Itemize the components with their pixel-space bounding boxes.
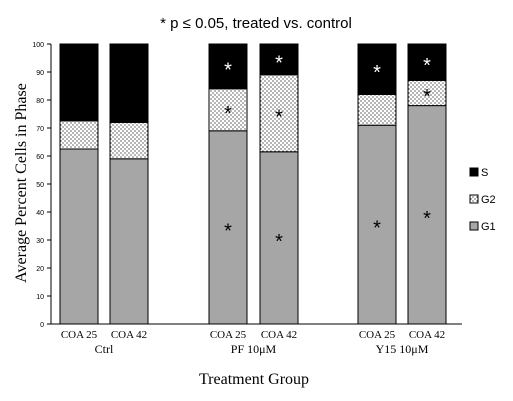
significance-marker: * <box>373 62 381 84</box>
x-category-label: COA 42 <box>409 329 445 341</box>
y-tick-label: 90 <box>36 70 44 77</box>
significance-marker: * <box>224 220 232 242</box>
y-tick-label: 30 <box>36 238 44 245</box>
x-axis: COA 25 COA 42 COA 25 COA 42 COA 25 COA 42Ctrl… <box>51 323 462 356</box>
x-category-label: COA 25 <box>210 329 247 341</box>
significance-marker: * <box>423 208 431 230</box>
bar-segment-g1 <box>357 124 397 325</box>
significance-marker: * <box>224 59 232 81</box>
bar-segment-g2 <box>357 93 397 126</box>
bar-segment-g2 <box>259 74 299 153</box>
bar-segment-g1 <box>208 130 248 325</box>
x-group-label: Y15 10μM <box>376 342 429 356</box>
bar-segment-g1 <box>109 158 149 325</box>
y-tick-label: 100 <box>32 42 44 49</box>
bar-segment-g2 <box>407 79 447 107</box>
x-group-label: Ctrl <box>95 342 114 356</box>
chart-title: * p ≤ 0.05, treated vs. control <box>160 15 352 32</box>
legend-label-s: S <box>481 167 488 179</box>
significance-marker: * <box>275 52 283 74</box>
y-tick-label: 80 <box>36 98 44 105</box>
significance-marker: * <box>275 231 283 253</box>
y-tick-label: 0 <box>40 322 44 329</box>
y-axis-label: Average Percent Cells in Phase <box>13 83 30 283</box>
legend-swatch-g2 <box>469 194 479 204</box>
significance-marker: * <box>224 103 232 125</box>
bar-segment-s <box>259 43 299 76</box>
bar-segment-g2 <box>59 120 99 150</box>
bars-layer: * * * * * * * * * * * <box>59 43 447 325</box>
bar-segment-g2 <box>109 121 149 160</box>
legend-label-g1: G1 <box>481 221 496 233</box>
significance-marker: * <box>373 218 381 240</box>
y-tick-label: 40 <box>36 210 44 217</box>
x-category-label: COA 25 <box>359 329 396 341</box>
y-tick-label: 20 <box>36 266 44 273</box>
bar-segment-s <box>357 43 397 95</box>
y-tick-label: 50 <box>36 182 44 189</box>
bar-segment-g1 <box>59 148 99 325</box>
y-axis: 0 10 20 30 40 50 60 70 80 90 100 <box>32 42 52 329</box>
legend-swatch-g1 <box>469 221 479 231</box>
y-tick-label: 10 <box>36 294 44 301</box>
significance-marker: * <box>423 86 431 108</box>
x-category-label: COA 42 <box>261 329 297 341</box>
significance-marker: * <box>423 55 431 77</box>
bar-segment-s <box>59 43 99 122</box>
x-category-label: COA 42 <box>111 329 147 341</box>
x-group-label: PF 10μM <box>231 342 277 356</box>
bar-segment-s <box>407 43 447 81</box>
x-axis-label: Treatment Group <box>199 371 309 388</box>
significance-marker: * <box>275 106 283 128</box>
y-tick-label: 60 <box>36 154 44 161</box>
x-category-label: COA 25 <box>61 329 98 341</box>
bar-segment-s <box>109 43 149 123</box>
bar-segment-s <box>208 43 248 90</box>
legend-swatch-s <box>469 167 479 177</box>
y-tick-label: 70 <box>36 126 44 133</box>
legend-label-g2: G2 <box>481 194 496 206</box>
legend: S G2 G1 <box>469 167 496 233</box>
